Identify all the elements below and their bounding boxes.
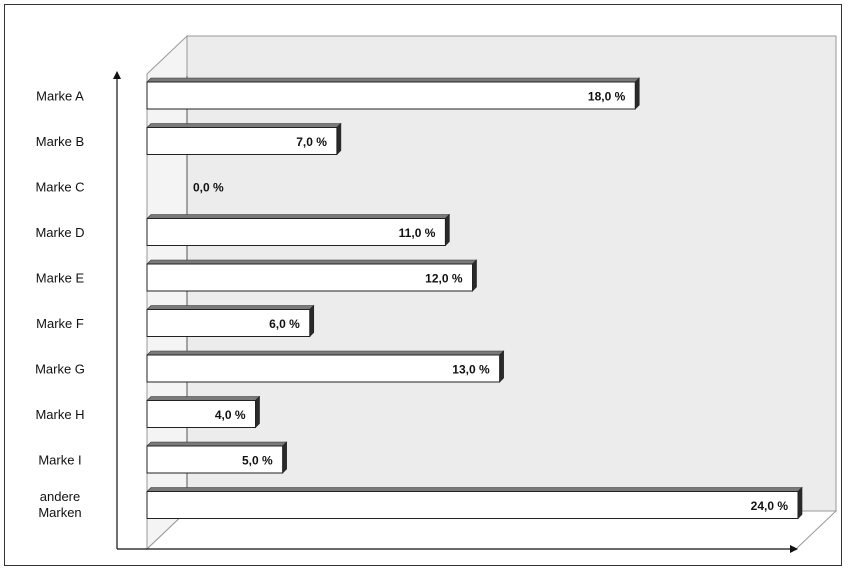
category-label: Marke D (35, 225, 84, 240)
value-label: 13,0 % (452, 363, 490, 377)
bar (146, 263, 473, 292)
category-label: Marke E (36, 271, 85, 286)
bar-side (255, 395, 260, 429)
bar (146, 445, 284, 474)
bar-top (146, 396, 261, 401)
bar-top (146, 123, 342, 128)
bar-top (146, 214, 451, 219)
bar-side (797, 486, 803, 520)
value-label: 12,0 % (425, 272, 463, 286)
value-label: 5,0 % (242, 454, 273, 468)
value-label: 24,0 % (751, 499, 789, 513)
chart-labels: Marke A 18,0 % Marke B 7,0 % Marke C 0,0 % Mar… (35, 89, 788, 521)
bar-top (146, 259, 478, 265)
category-label: Marke I (38, 453, 81, 468)
bar (146, 218, 446, 246)
bar-side (445, 213, 450, 247)
bar-side (472, 259, 477, 292)
value-label: 11,0 % (399, 226, 436, 240)
bar-side (499, 350, 504, 383)
category-label: Marke H (35, 407, 84, 422)
bar (146, 400, 256, 428)
value-label: 18,0 % (588, 90, 626, 104)
bar (146, 354, 501, 383)
bar-top (146, 487, 803, 492)
category-label: Marke A (36, 89, 84, 104)
value-label: 0,0 % (193, 181, 224, 195)
value-label: 6,0 % (269, 317, 300, 331)
value-label: 7,0 % (296, 135, 327, 149)
bar-side (309, 304, 315, 338)
bar-side (634, 77, 640, 110)
category-label: andere Marken (38, 489, 81, 520)
value-label: 4,0 % (215, 408, 246, 422)
bar-top (146, 305, 315, 310)
chart-bars (146, 77, 803, 520)
category-label: Marke B (36, 134, 84, 149)
bar (146, 491, 799, 519)
bar-top (146, 77, 640, 83)
chart-axes (113, 71, 798, 553)
category-label: Marke F (36, 316, 84, 331)
bar-top (146, 350, 505, 356)
category-label: Marke G (35, 362, 85, 377)
bar-top (146, 441, 288, 447)
bar (146, 81, 636, 110)
bar (146, 127, 338, 155)
bar (146, 309, 311, 337)
bar-side (282, 441, 287, 474)
category-label: Marke C (35, 180, 84, 195)
bar-side (336, 122, 342, 156)
